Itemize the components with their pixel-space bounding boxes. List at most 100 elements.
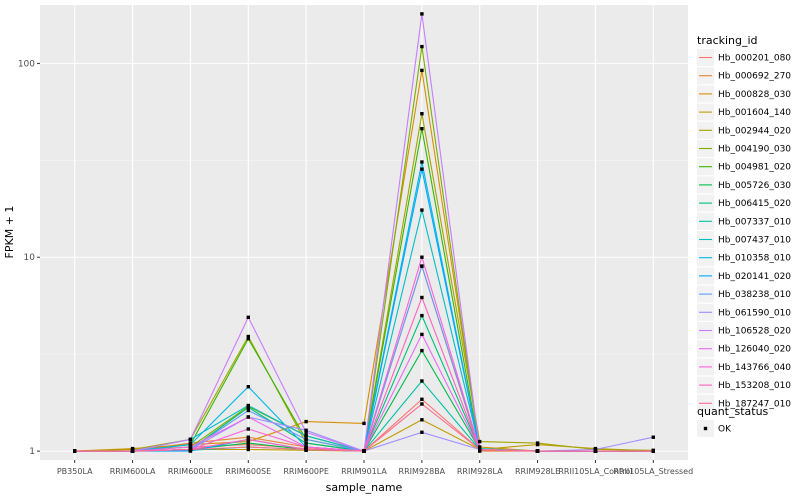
x-tick-label: RRIM928LA — [457, 467, 503, 476]
data-point — [535, 449, 540, 453]
data-point — [420, 313, 424, 318]
data-point — [188, 447, 193, 452]
x-tick-label: RRII105LA_Stressed — [613, 467, 693, 476]
legend-key-label: Hb_007337_010 — [718, 217, 791, 227]
data-point — [73, 449, 77, 453]
data-point — [420, 12, 424, 16]
y-axis: 1 10 100 — [18, 59, 40, 457]
x-tick-label: RRII105LA_Control — [558, 467, 632, 476]
y-tick-label: 100 — [18, 59, 35, 69]
legend-shape-label: OK — [718, 425, 732, 435]
x-tick-label: RRIM928LE — [515, 467, 560, 476]
data-point — [420, 167, 424, 171]
x-tick-label: RRIM600PE — [283, 467, 329, 476]
legend-key-label: Hb_020141_020 — [718, 272, 791, 282]
data-point — [651, 435, 655, 439]
legend: tracking_id Hb_000201_080Hb_000692_270Hb… — [697, 34, 791, 437]
data-point — [246, 447, 250, 452]
x-tick-label: RRIM600SE — [225, 467, 271, 476]
legend-key-label: Hb_126040_020 — [718, 345, 791, 355]
data-point — [246, 403, 250, 408]
legend-key-label: Hb_061590_010 — [718, 308, 791, 318]
legend-key-label: Hb_010358_010 — [718, 254, 791, 264]
x-axis: PB350LA RRIM600LA RRIM600LE RRIM600SE RRIM60… — [57, 460, 693, 476]
data-point — [246, 315, 250, 319]
data-point — [478, 447, 482, 452]
legend-key-label: Hb_004981_020 — [718, 163, 791, 173]
data-point — [535, 441, 540, 445]
data-point — [304, 437, 308, 442]
data-point — [420, 430, 424, 434]
data-point — [246, 435, 250, 439]
data-point — [246, 405, 250, 410]
data-point — [420, 418, 424, 422]
data-point — [304, 447, 308, 452]
data-point — [420, 68, 424, 73]
data-point — [651, 449, 655, 453]
data-point — [478, 439, 482, 444]
x-tick-label: RRIM600LE — [168, 467, 213, 476]
data-point — [188, 442, 193, 447]
data-points — [73, 12, 655, 453]
legend-key-label: Hb_004190_030 — [718, 145, 791, 155]
data-point — [130, 449, 135, 453]
y-tick-label: 1 — [29, 447, 35, 457]
data-point — [246, 334, 250, 339]
data-point — [246, 441, 250, 445]
data-point — [420, 379, 424, 383]
data-point — [246, 385, 250, 389]
data-point — [188, 445, 193, 449]
data-point — [246, 337, 250, 341]
data-point — [420, 397, 424, 401]
data-point — [420, 208, 424, 212]
legend-shape-point — [703, 426, 708, 431]
legend-key-label: Hb_000828_030 — [718, 90, 791, 100]
data-point — [188, 437, 193, 442]
x-tick-label: PB350LA — [57, 467, 93, 476]
legend-key-label: Hb_006415_020 — [718, 199, 791, 209]
legend-key-label: Hb_038238_010 — [718, 290, 791, 300]
data-point — [246, 427, 250, 431]
data-point — [420, 402, 424, 406]
x-tick-label: RRIM901LA — [341, 467, 387, 476]
legend-key-label: Hb_187247_010 — [718, 399, 791, 409]
legend-key-label: Hb_007437_010 — [718, 236, 791, 246]
data-point — [304, 419, 308, 424]
data-point — [304, 441, 308, 445]
x-tick-label: RRIM928BA — [399, 467, 446, 476]
data-point — [246, 437, 250, 442]
data-point — [420, 112, 424, 116]
data-point — [593, 449, 598, 453]
legend-key-label: Hb_000201_080 — [718, 54, 791, 64]
legend-key-label: Hb_153208_010 — [718, 381, 791, 391]
data-point — [304, 434, 308, 438]
legend-key-label: Hb_106528_020 — [718, 327, 791, 337]
legend-color-title: tracking_id — [697, 34, 758, 47]
legend-key-label: Hb_143766_040 — [718, 363, 791, 373]
data-point — [304, 430, 308, 434]
data-point — [362, 421, 366, 426]
data-point — [420, 264, 424, 268]
data-point — [246, 408, 250, 413]
data-point — [420, 160, 424, 164]
x-tick-label: RRIM600LA — [110, 467, 156, 476]
data-point — [362, 449, 366, 453]
y-tick-label: 10 — [24, 253, 36, 263]
data-point — [420, 332, 424, 337]
legend-key-label: Hb_001604_140 — [718, 108, 791, 118]
data-point — [420, 255, 424, 259]
legend-key-label: Hb_002944_020 — [718, 126, 791, 136]
data-point — [420, 44, 424, 49]
legend-shape-keys: OK — [697, 420, 732, 437]
legend-key-label: Hb_005726_030 — [718, 181, 791, 191]
legend-key-label: Hb_000692_270 — [718, 72, 791, 82]
x-axis-title: sample_name — [326, 481, 403, 494]
data-point — [420, 127, 424, 131]
data-point — [304, 428, 308, 432]
legend-color-keys: Hb_000201_080 Hb_000692_270 Hb_000828_030 H… — [697, 49, 791, 412]
data-point — [420, 348, 424, 353]
data-point — [246, 445, 250, 449]
data-point — [304, 445, 308, 449]
legend-shape-title: quant_status — [697, 405, 769, 418]
